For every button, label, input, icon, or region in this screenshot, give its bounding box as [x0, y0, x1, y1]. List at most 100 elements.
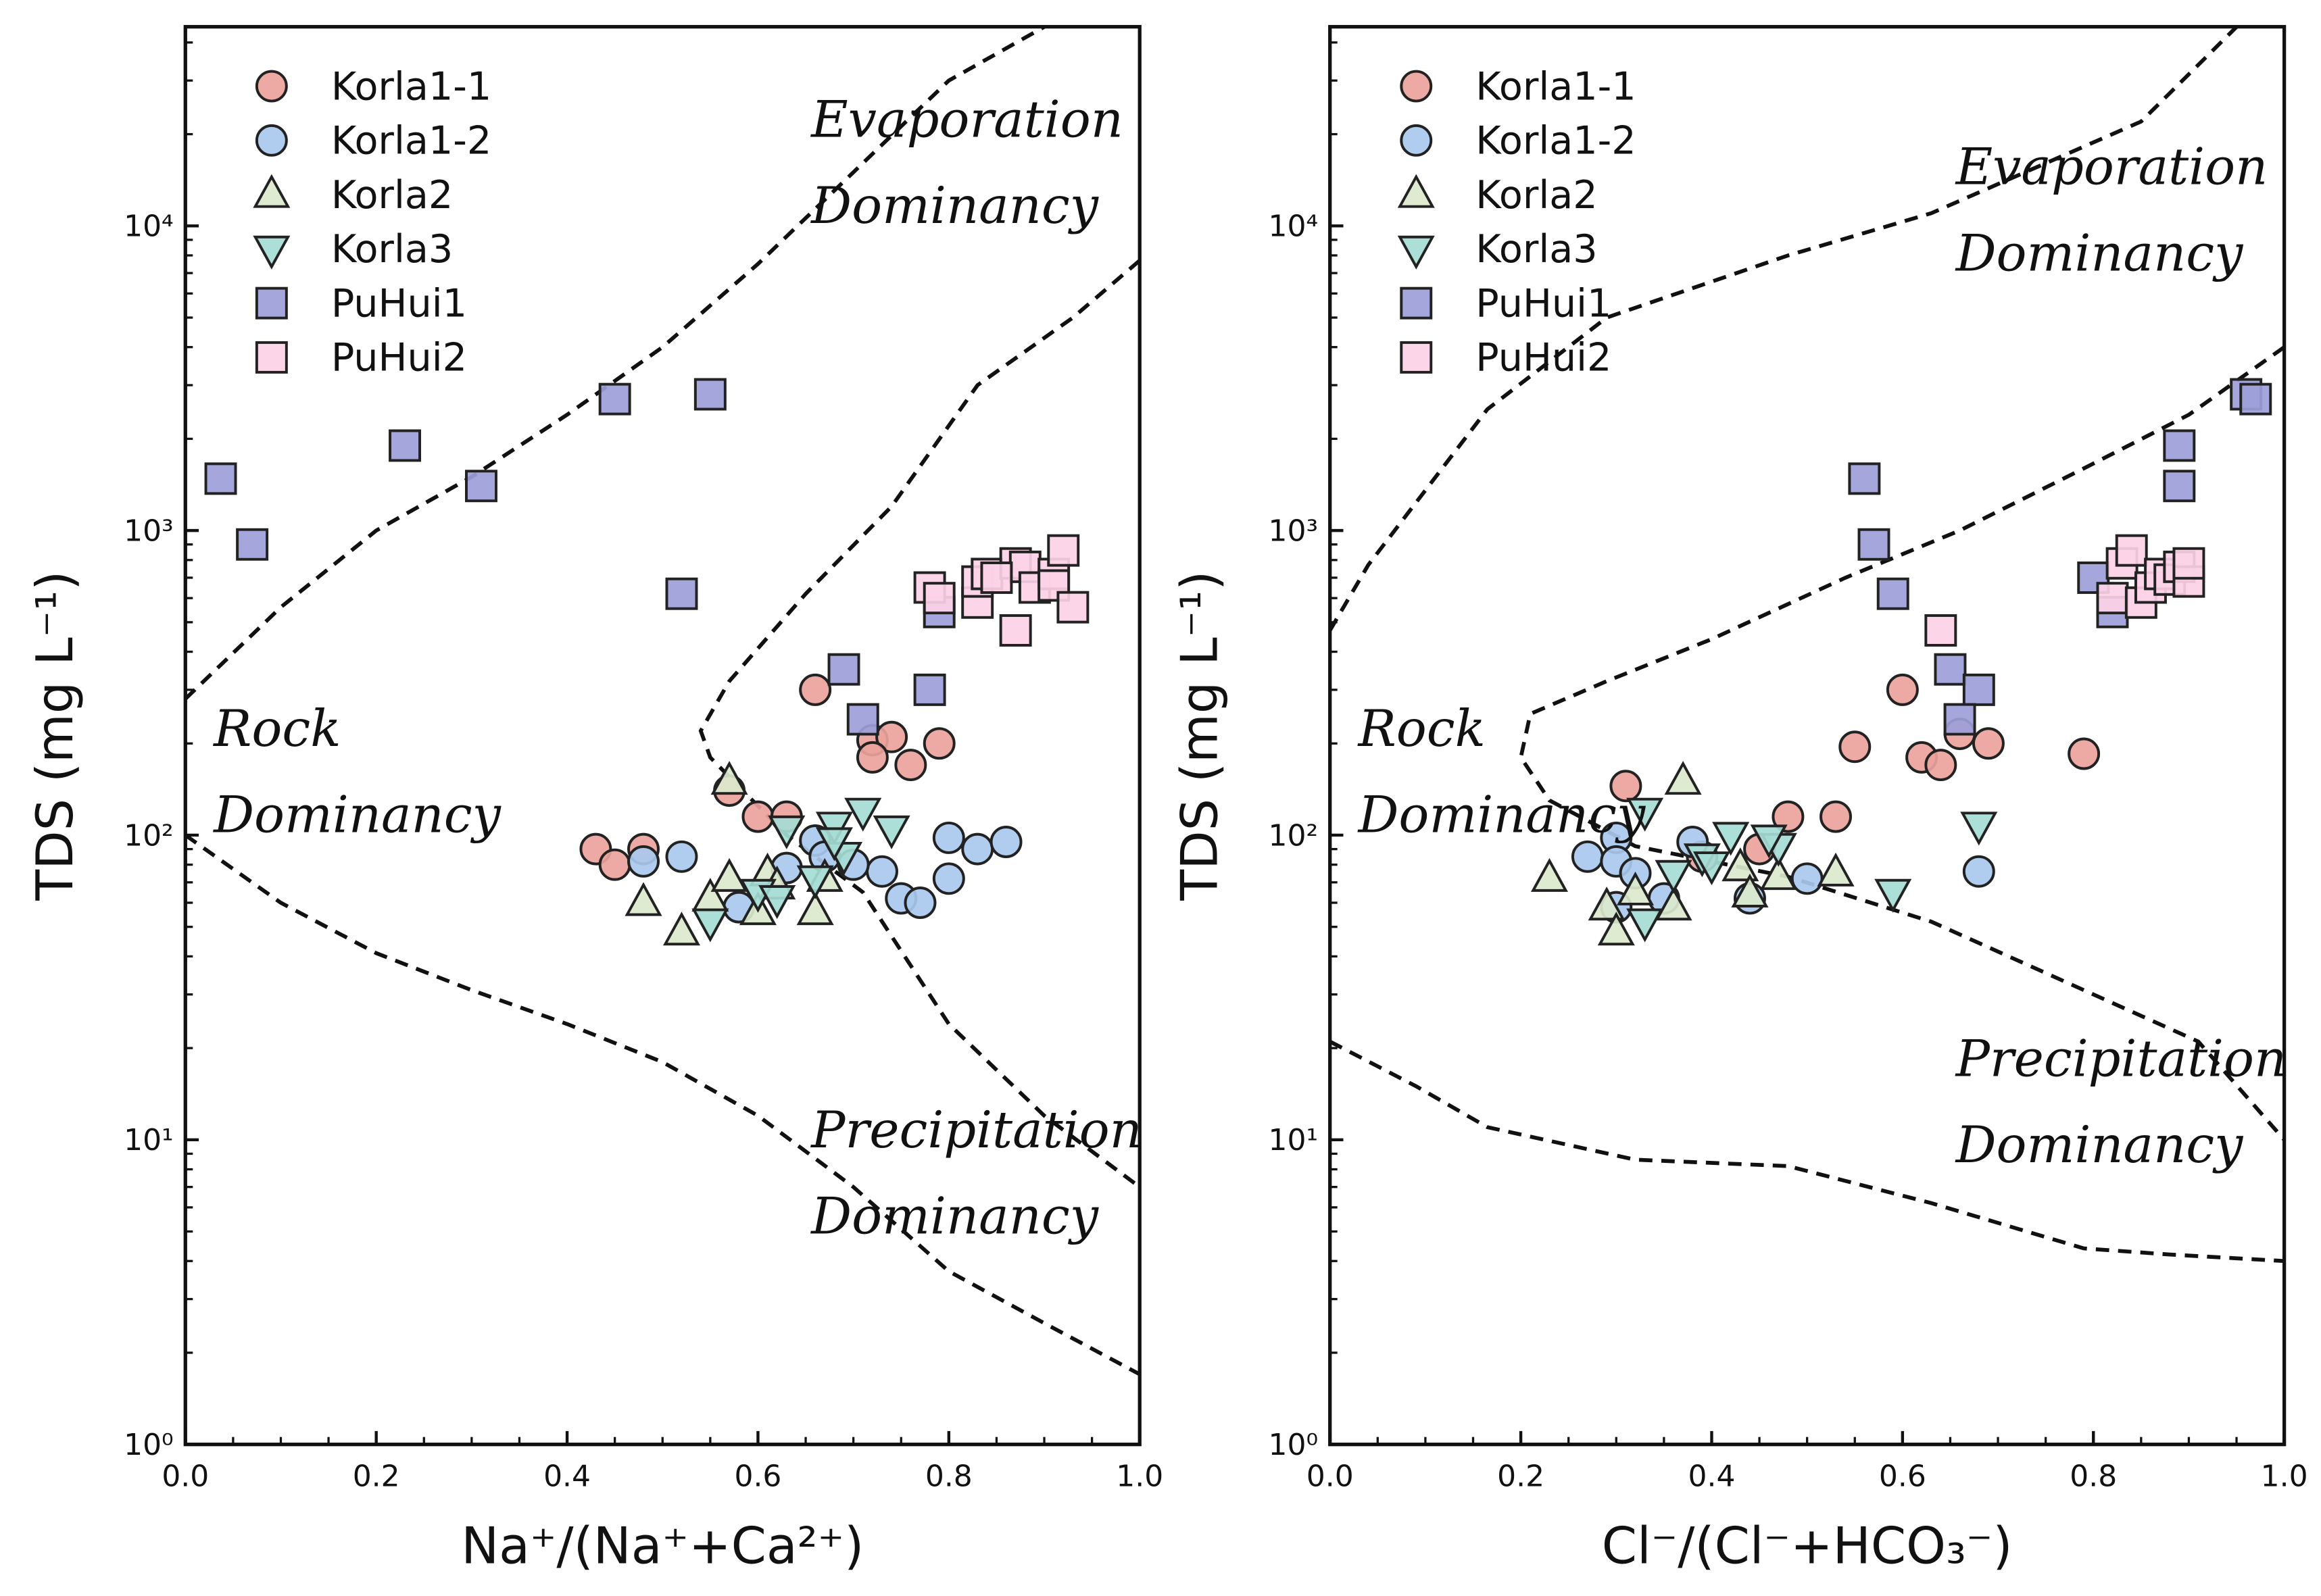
legend-label: Korla3 — [1475, 227, 1597, 272]
data-point-square — [1047, 534, 1080, 567]
region-annotation: Dominancy — [1955, 1116, 2244, 1174]
data-point-square — [2172, 547, 2205, 580]
data-point-square — [1924, 614, 1957, 647]
legend-marker — [1397, 235, 1435, 270]
boundary-line-3 — [1329, 1039, 2285, 1264]
data-point-square — [2163, 470, 2196, 503]
data-point-triangle-up — [1655, 887, 1692, 921]
region-annotation: Dominancy — [1955, 224, 2244, 282]
y-tick-label: 10² — [1269, 818, 1319, 853]
legend-label: PuHui2 — [331, 336, 467, 380]
data-point-triangle-up — [1530, 857, 1568, 892]
x-axis-label: Na⁺/(Na⁺+Ca²⁺) — [461, 1517, 864, 1576]
region-annotation: Dominancy — [1357, 786, 1646, 845]
legend-label: Korla1-2 — [331, 119, 491, 164]
data-point-circle — [1972, 727, 2005, 760]
x-tick-label: 0.0 — [162, 1459, 209, 1493]
data-point-triangle-up — [1597, 912, 1635, 946]
region-annotation: Dominancy — [212, 786, 502, 845]
data-point-circle — [904, 887, 937, 919]
data-point-square — [913, 673, 946, 706]
data-point-circle — [866, 855, 898, 888]
x-tick-label: 0.8 — [925, 1459, 973, 1493]
data-point-square — [2115, 534, 2148, 567]
legend-label: PuHui2 — [1475, 336, 1611, 380]
data-point-square — [1943, 703, 1976, 736]
data-point-triangle-down — [1692, 851, 1731, 886]
data-point-square — [389, 429, 422, 462]
y-tick-label: 10³ — [124, 514, 174, 549]
series-Korla3 — [1626, 797, 1998, 943]
chart-panel-1: 10⁰ 10¹ 10² 10³ 10⁴ 0.0 0.2 0.4 0.6 0.8 1.0 Na⁺/(Na… — [26, 24, 1163, 1576]
data-point-square — [1962, 673, 1995, 706]
data-point-triangle-down — [873, 815, 910, 849]
region-annotation: Precipitation — [1955, 1029, 2287, 1088]
legend-marker — [1400, 70, 1433, 103]
data-point-triangle-up — [710, 857, 748, 892]
data-point-triangle-up — [796, 891, 834, 926]
data-point-square — [236, 528, 269, 561]
data-point-circle — [1838, 730, 1872, 764]
legend-marker — [1400, 124, 1433, 157]
data-point-circle — [665, 840, 698, 873]
data-point-circle — [1790, 862, 1824, 895]
data-point-triangle-down — [1874, 878, 1912, 913]
y-tick-label: 10⁰ — [124, 1428, 174, 1462]
legend-label: Korla2 — [331, 173, 453, 218]
legend-marker — [255, 70, 288, 103]
y-tick-label: 10¹ — [124, 1123, 174, 1157]
data-point-triangle-up — [1817, 852, 1855, 887]
x-tick-label: 1.0 — [1116, 1459, 1163, 1493]
data-point-circle — [894, 749, 927, 782]
series-PuHui1 — [1848, 378, 2272, 736]
data-point-circle — [1819, 800, 1853, 833]
data-point-triangle-down — [796, 865, 834, 899]
data-point-triangle-down — [691, 908, 729, 943]
series-Korla2 — [1530, 761, 1855, 946]
data-point-circle — [932, 862, 965, 895]
y-tick-label: 10² — [124, 818, 174, 853]
data-point-circle — [856, 741, 889, 774]
data-point-square — [1056, 591, 1090, 624]
legend-label: Korla1-2 — [1475, 119, 1636, 164]
data-point-circle — [741, 800, 775, 833]
data-point-triangle-down — [1712, 822, 1750, 856]
data-point-triangle-down — [758, 885, 796, 920]
data-point-square — [665, 577, 698, 610]
data-point-square — [846, 703, 879, 736]
boundary-line-3 — [698, 259, 1140, 1189]
x-axis-label: Cl⁻/(Cl⁻+HCO₃⁻) — [1602, 1517, 2013, 1576]
data-point-circle — [1609, 770, 1642, 803]
data-point-triangle-up — [662, 912, 701, 946]
legend-label: Korla1-1 — [331, 64, 491, 109]
data-point-square — [1857, 528, 1890, 561]
data-point-square — [465, 470, 497, 503]
region-annotation: Dominancy — [810, 1187, 1099, 1245]
legend-marker — [253, 174, 291, 208]
y-tick-label: 10⁴ — [124, 209, 174, 244]
series-Korla1-1 — [579, 673, 956, 881]
boundary-line-1 — [1329, 26, 2239, 632]
data-point-square — [2096, 582, 2129, 615]
legend-marker — [253, 235, 291, 270]
data-point-circle — [990, 826, 1023, 858]
data-point-triangle-up — [710, 761, 748, 795]
legend-marker — [255, 286, 288, 320]
data-point-circle — [1962, 855, 1995, 888]
x-tick-label: 0.4 — [1688, 1459, 1736, 1493]
region-annotation: Evaporation — [1955, 138, 2268, 197]
data-point-circle — [1571, 840, 1604, 873]
legend-label: PuHui1 — [331, 281, 467, 326]
data-point-triangle-up — [1588, 887, 1626, 921]
chart-panel-2: 10⁰ 10¹ 10² 10³ 10⁴ 0.0 0.2 0.4 0.6 0.8 1.0 Cl⁻/(Cl… — [1171, 24, 2308, 1576]
data-point-square — [980, 561, 1013, 594]
data-point-circle — [923, 727, 956, 760]
boundary-line-2 — [185, 833, 1140, 1376]
data-point-triangle-down — [1655, 859, 1692, 894]
x-tick-label: 0.0 — [1306, 1459, 1354, 1493]
data-point-square — [1876, 577, 1909, 610]
series-Korla3 — [691, 797, 910, 943]
boundary-line-1 — [185, 26, 1046, 701]
x-tick-label: 0.6 — [734, 1459, 781, 1493]
